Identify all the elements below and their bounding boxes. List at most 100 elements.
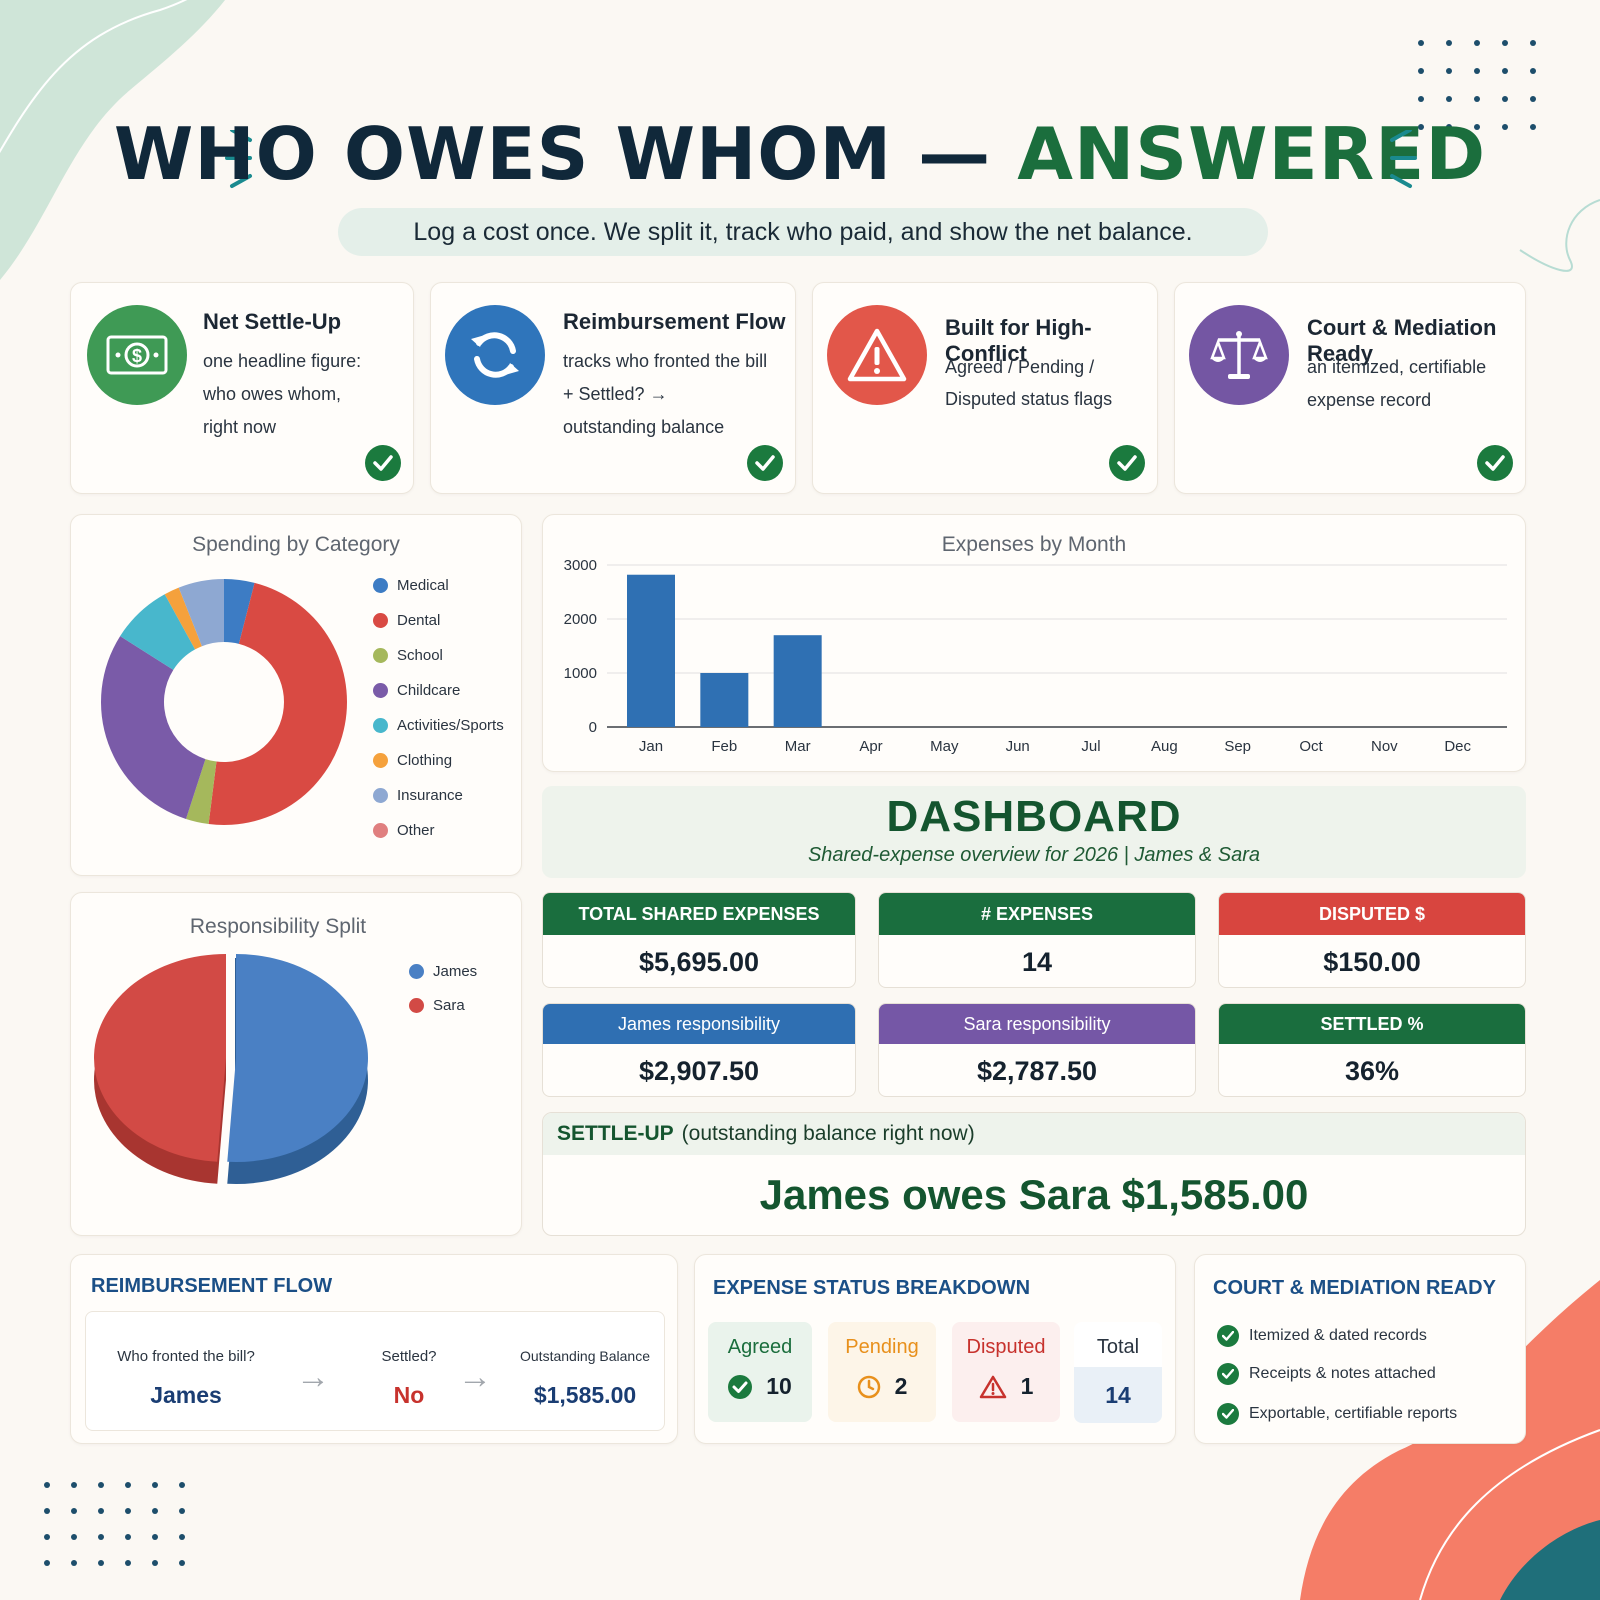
category-donut bbox=[101, 579, 348, 825]
y-tick-label: 2000 bbox=[564, 611, 597, 628]
refresh-icon bbox=[445, 305, 545, 405]
reimbursement-flow-box: Who fronted the bill? James → Settled? N… bbox=[85, 1311, 665, 1431]
check-icon bbox=[747, 445, 783, 481]
legend-label: Clothing bbox=[397, 752, 453, 769]
kpi-value: $5,695.00 bbox=[638, 947, 760, 977]
y-tick-label: 1000 bbox=[564, 665, 597, 682]
legend-item-insurance: Insurance bbox=[373, 787, 463, 804]
legend-label: Insurance bbox=[397, 787, 463, 804]
court-feature-item: Receipts & notes attached bbox=[1217, 1363, 1436, 1385]
arrow-right-icon: → bbox=[296, 1358, 330, 1396]
kpi-label: DISPUTED $ bbox=[1219, 893, 1525, 935]
legend-label: Activities/Sports bbox=[397, 717, 504, 734]
balance-label: Outstanding Balance bbox=[520, 1348, 650, 1364]
kpi-total-shared-expenses: TOTAL SHARED EXPENSES $5,695.00 bbox=[542, 892, 856, 988]
decorative-blob-top-left bbox=[0, 0, 225, 280]
monthly-bar-plot: 0 1000 2000 3000 Jan Feb Mar Apr May Jun Jul Aug Sep… bbox=[564, 557, 1507, 755]
legend-label: Dental bbox=[397, 612, 441, 629]
kpi-label: Sara responsibility bbox=[879, 1004, 1195, 1044]
dashboard-title: DASHBOARD bbox=[886, 792, 1182, 841]
feature-title: Net Settle-Up bbox=[203, 309, 342, 334]
feature-card-high-conflict: Built for High-Conflict Agreed / Pending… bbox=[812, 282, 1158, 494]
kpi-value: $150.00 bbox=[1323, 947, 1421, 977]
kpi-label: James responsibility bbox=[543, 1004, 855, 1044]
check-icon bbox=[1217, 1325, 1239, 1347]
x-tick-label: Aug bbox=[1151, 738, 1178, 755]
legend-item-medical: Medical bbox=[373, 577, 449, 594]
fronted-label: Who fronted the bill? bbox=[117, 1348, 255, 1365]
check-icon bbox=[1477, 445, 1513, 481]
legend-item-activities-sports: Activities/Sports bbox=[373, 717, 504, 734]
responsibility-split-chart: Responsibility Split James Sara bbox=[70, 892, 522, 1236]
legend-item-james: James bbox=[409, 963, 477, 980]
status-label: Total bbox=[1096, 1336, 1140, 1358]
legend-swatch bbox=[373, 718, 388, 733]
kpi-settled-percent: SETTLED % 36% bbox=[1218, 1003, 1526, 1097]
pie-slice-james bbox=[227, 954, 369, 1184]
clock-icon bbox=[857, 1375, 880, 1398]
legend-item-childcare: Childcare bbox=[373, 682, 460, 699]
court-mediation-panel: COURT & MEDIATION READY Itemized & dated… bbox=[1194, 1254, 1526, 1444]
settled-label: Settled? bbox=[381, 1348, 437, 1365]
donut-slice-dental bbox=[208, 582, 348, 825]
court-feature-item: Exportable, certifiable reports bbox=[1217, 1403, 1457, 1425]
kpi-disputed-amount: DISPUTED $ $150.00 bbox=[1218, 892, 1526, 988]
legend-swatch bbox=[409, 964, 424, 979]
expenses-by-month-chart: Expenses by Month 0 1000 2000 3000 Jan Feb Mar… bbox=[542, 514, 1526, 772]
status-agreed: Agreed 10 bbox=[708, 1322, 812, 1422]
kpi-james-responsibility: James responsibility $2,907.50 bbox=[542, 1003, 856, 1097]
legend-swatch bbox=[373, 648, 388, 663]
section-heading: COURT & MEDIATION READY bbox=[1213, 1277, 1496, 1299]
settle-up-heading: SETTLE-UP (outstanding balance right now) bbox=[543, 1113, 1525, 1155]
feature-title: Court & Mediation Ready bbox=[1307, 315, 1497, 366]
legend-swatch bbox=[373, 823, 388, 838]
legend-swatch bbox=[373, 578, 388, 593]
check-icon bbox=[1217, 1363, 1239, 1385]
legend-label: James bbox=[433, 963, 478, 980]
arrow-right-icon: → bbox=[458, 1358, 492, 1396]
check-icon bbox=[1217, 1403, 1239, 1425]
dashboard-subtitle: Shared-expense overview for 2026 | James… bbox=[807, 844, 1261, 866]
settled-value: No bbox=[393, 1382, 425, 1408]
kpi-sara-responsibility: Sara responsibility $2,787.50 bbox=[878, 1003, 1196, 1097]
balance-value: $1,585.00 bbox=[533, 1382, 637, 1408]
x-tick-label: Mar bbox=[785, 738, 811, 755]
x-tick-label: Nov bbox=[1371, 738, 1398, 755]
status-disputed: Disputed 1 bbox=[952, 1322, 1060, 1422]
settle-up-panel: SETTLE-UP (outstanding balance right now)… bbox=[542, 1112, 1526, 1236]
svg-text:$: $ bbox=[132, 346, 142, 366]
donut-slice-clothing bbox=[164, 587, 202, 650]
title-accent-right-icon bbox=[1390, 130, 1417, 188]
legend-swatch bbox=[409, 998, 424, 1013]
feature-description: an itemized, certifiable expense record bbox=[1307, 357, 1487, 410]
warning-icon bbox=[827, 305, 927, 405]
status-label: Disputed bbox=[966, 1336, 1046, 1358]
check-circle-icon bbox=[728, 1374, 753, 1399]
donut-slice-childcare bbox=[101, 636, 206, 819]
feature-card-court-mediation: Court & Mediation Ready an itemized, cer… bbox=[1174, 282, 1526, 494]
dashboard-banner: DASHBOARD Shared-expense overview for 20… bbox=[542, 786, 1526, 878]
dollar-bill-icon: $ bbox=[87, 305, 187, 405]
legend-swatch bbox=[373, 683, 388, 698]
spending-by-category-chart: Spending by Category Medical Dental School… bbox=[70, 514, 522, 876]
chart-title: Spending by Category bbox=[192, 533, 400, 556]
x-tick-label: Jul bbox=[1081, 738, 1100, 755]
feature-card-net-settle-up: $ Net Settle-Up one headline figure: who … bbox=[70, 282, 414, 494]
check-icon bbox=[365, 445, 401, 481]
status-label: Pending bbox=[845, 1336, 919, 1358]
title-accent-word: ANSWERED bbox=[1017, 112, 1487, 196]
kpi-label: # EXPENSES bbox=[879, 893, 1195, 935]
legend-label: Medical bbox=[397, 577, 449, 594]
y-tick-label: 0 bbox=[589, 719, 597, 736]
chart-title: Expenses by Month bbox=[941, 533, 1127, 556]
x-tick-label: Jan bbox=[639, 738, 663, 755]
legend-item-other: Other bbox=[373, 822, 435, 839]
feature-description: tracks who fronted the bill + Settled? → o… bbox=[563, 351, 768, 437]
feature-title: Built for High-Conflict bbox=[945, 315, 1092, 366]
kpi-value: $2,787.50 bbox=[976, 1056, 1098, 1086]
status-label: Agreed bbox=[727, 1336, 793, 1358]
section-heading: EXPENSE STATUS BREAKDOWN bbox=[713, 1277, 1031, 1299]
status-count: 2 bbox=[894, 1373, 908, 1399]
legend-swatch bbox=[373, 753, 388, 768]
y-tick-label: 3000 bbox=[564, 557, 597, 574]
